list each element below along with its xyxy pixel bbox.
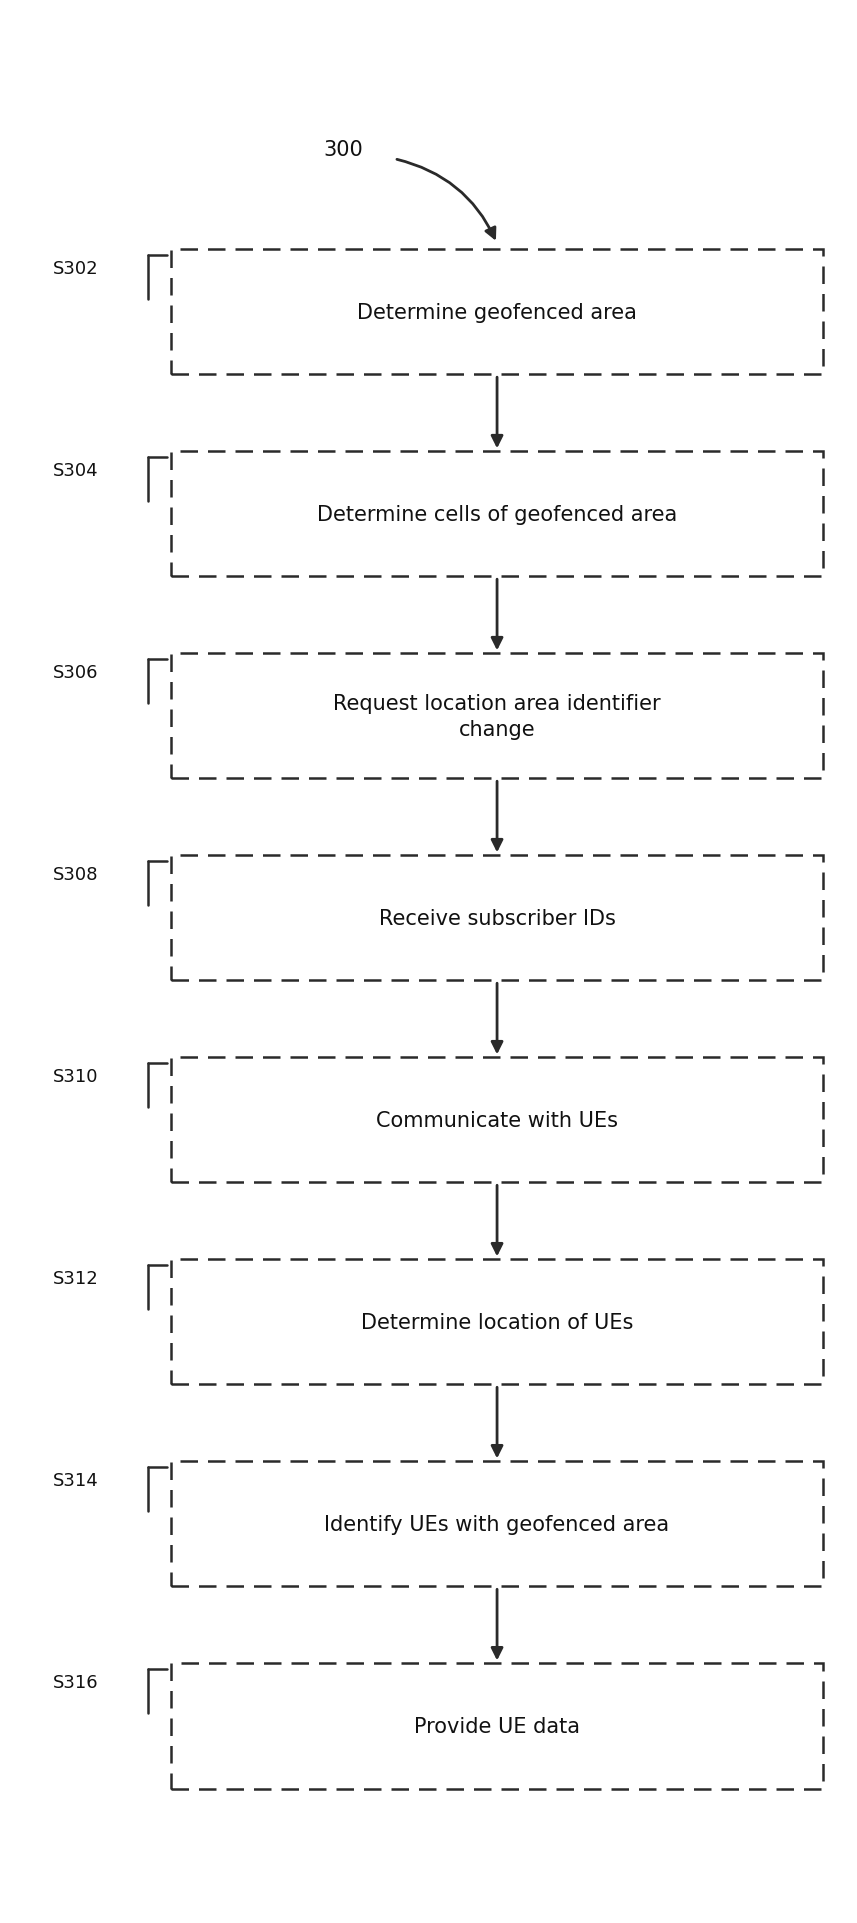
Bar	[171, 1461, 823, 1586]
Bar	[171, 1663, 823, 1788]
Bar	[171, 1058, 823, 1183]
Text: S310: S310	[53, 1067, 99, 1086]
Text: Determine geofenced area: Determine geofenced area	[357, 302, 637, 323]
Text: Request location area identifier
change: Request location area identifier change	[333, 692, 661, 740]
Text: Identify UEs with geofenced area: Identify UEs with geofenced area	[325, 1513, 669, 1535]
Text: S312: S312	[53, 1269, 99, 1288]
Text: Receive subscriber IDs: Receive subscriber IDs	[379, 908, 615, 929]
Bar	[171, 250, 823, 375]
Text: Determine location of UEs: Determine location of UEs	[361, 1311, 633, 1333]
Text: 300: 300	[323, 140, 363, 160]
Bar	[171, 856, 823, 981]
Text: S308: S308	[53, 865, 99, 885]
Text: S304: S304	[53, 462, 99, 481]
Text: S306: S306	[53, 663, 99, 683]
Text: Provide UE data: Provide UE data	[414, 1715, 580, 1736]
FancyArrowPatch shape	[397, 160, 495, 238]
Text: Determine cells of geofenced area: Determine cells of geofenced area	[317, 504, 677, 525]
Text: Communicate with UEs: Communicate with UEs	[376, 1110, 618, 1131]
Text: S316: S316	[53, 1673, 99, 1692]
Text: S302: S302	[53, 260, 99, 279]
Bar	[171, 452, 823, 577]
Bar	[171, 1260, 823, 1385]
Bar	[171, 654, 823, 779]
Text: S314: S314	[53, 1471, 99, 1490]
